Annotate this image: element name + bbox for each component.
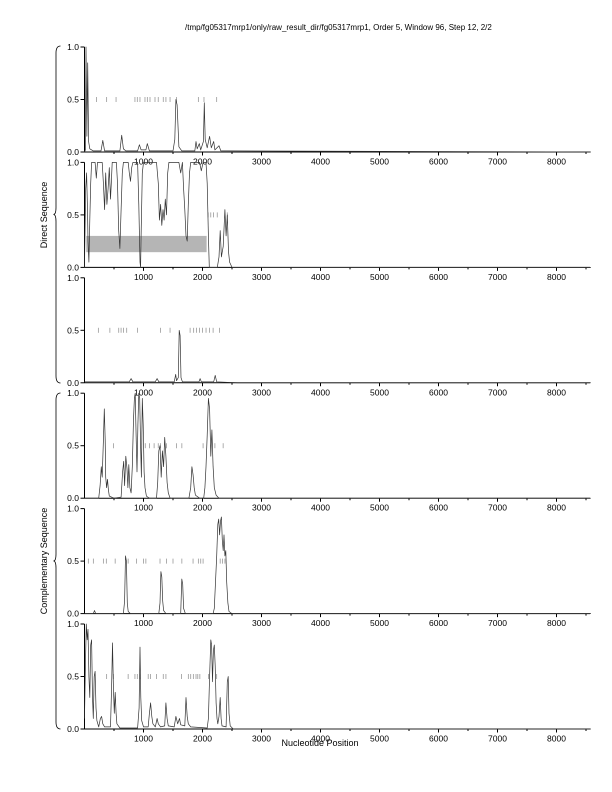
complementary-sequence-brace [53,392,61,730]
x-axis-title: Nucleotide Position [281,738,359,748]
y-tick-label: 1.0 [67,42,79,52]
direct-sequence-brace [53,45,61,384]
x-tick-label: 6000 [429,618,448,628]
direct-sequence-label: Direct Sequence [38,181,49,248]
x-tick-label: 5000 [370,387,389,397]
y-tick-label: 0.0 [67,262,79,272]
x-tick-label: 8000 [547,618,566,628]
probability-curve [84,516,591,614]
probability-curve [84,162,591,268]
x-tick-label: 5000 [370,272,389,282]
x-tick-label: 8000 [547,157,566,167]
x-tick-label: 1000 [134,503,153,513]
x-tick-label: 5000 [370,734,389,744]
x-tick-label: 1000 [134,157,153,167]
panel-direct-frame-3: 1.0 0.5 0.0 1000 2000 3000 4000 5000 6000 7000 800… [67,273,591,397]
y-tick-label: 0.0 [67,493,79,503]
panel-complementary-frame-3: 1.0 0.5 0.0 1000 2000 3000 4000 5000 6000 7000 800… [67,619,591,744]
x-tick-label: 7000 [488,503,507,513]
x-tick-label: 1000 [134,734,153,744]
probability-curve [84,623,591,730]
x-tick-label: 8000 [547,734,566,744]
x-tick-label: 2000 [193,272,212,282]
x-tick-label: 8000 [547,503,566,513]
x-tick-label: 3000 [252,734,271,744]
plot-title: /tmp/fg05317mrp1/only/raw_result_dir/fg0… [185,23,492,32]
panel-direct-frame-2: 1.0 0.5 0.0 1000 2000 3000 4000 5000 6000 7000 800… [67,157,591,282]
probability-curve [84,329,591,384]
panel-direct-frame-1: 1.0 0.5 0.0 1000 2000 3000 4000 5000 6000 7000 800… [67,42,592,167]
y-tick-label: 0.5 [67,441,79,451]
x-tick-label: 2000 [193,734,212,744]
y-tick-label: 0.5 [67,325,79,335]
x-tick-label: 1000 [134,618,153,628]
x-tick-label: 8000 [547,387,566,397]
x-tick-label: 7000 [488,272,507,282]
y-tick-label: 1.0 [67,273,79,283]
x-tick-label: 4000 [311,157,330,167]
x-tick-label: 2000 [193,157,212,167]
panel-complementary-frame-1: 1.0 0.5 0.0 1000 2000 3000 4000 5000 6000 7000 800… [67,388,591,513]
probability-curve [84,46,592,153]
x-tick-label: 2000 [193,503,212,513]
y-tick-label: 0.0 [67,724,79,734]
x-tick-label: 5000 [370,618,389,628]
x-tick-label: 3000 [252,503,271,513]
x-tick-label: 6000 [429,734,448,744]
y-tick-label: 0.5 [67,672,79,682]
x-tick-label: 6000 [429,272,448,282]
x-tick-label: 3000 [252,387,271,397]
x-tick-label: 4000 [311,387,330,397]
y-tick-label: 1.0 [67,157,79,167]
x-tick-label: 3000 [252,618,271,628]
x-tick-label: 2000 [193,387,212,397]
y-tick-label: 0.0 [67,147,79,157]
y-tick-label: 0.5 [67,95,79,105]
x-tick-label: 7000 [488,618,507,628]
y-tick-label: 1.0 [67,388,79,398]
x-tick-label: 5000 [370,157,389,167]
x-tick-label: 1000 [134,387,153,397]
y-tick-label: 1.0 [67,504,79,514]
x-tick-label: 3000 [252,272,271,282]
x-tick-label: 8000 [547,272,566,282]
y-tick-label: 1.0 [67,619,79,629]
predicted-gene-bar [86,235,207,253]
x-tick-label: 6000 [429,503,448,513]
x-tick-label: 4000 [311,503,330,513]
probability-curve [84,392,591,499]
y-tick-label: 0.5 [67,210,79,220]
x-tick-label: 7000 [488,734,507,744]
y-tick-label: 0.5 [67,556,79,566]
x-tick-label: 7000 [488,387,507,397]
x-tick-label: 7000 [488,157,507,167]
y-tick-label: 0.0 [67,609,79,619]
x-tick-label: 6000 [429,157,448,167]
x-tick-label: 3000 [252,157,271,167]
x-tick-label: 1000 [134,272,153,282]
x-tick-label: 5000 [370,503,389,513]
x-tick-label: 4000 [311,618,330,628]
x-tick-label: 4000 [311,734,330,744]
panel-complementary-frame-2: 1.0 0.5 0.0 1000 2000 3000 4000 5000 6000 7000 800… [67,504,591,628]
complementary-sequence-label: Complementary Sequence [38,507,49,615]
x-tick-label: 2000 [193,618,212,628]
x-tick-label: 6000 [429,387,448,397]
y-tick-label: 0.0 [67,378,79,388]
x-tick-label: 4000 [311,272,330,282]
